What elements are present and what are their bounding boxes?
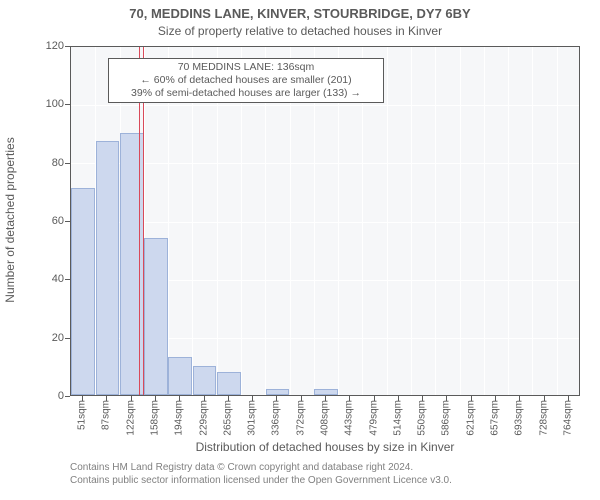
x-tick-label: 408sqm (320, 400, 331, 436)
x-tick-label: 301sqm (247, 400, 258, 436)
histogram-bar (193, 366, 217, 395)
x-tick-label: 479sqm (368, 400, 379, 436)
x-tick-label: 51sqm (77, 400, 88, 430)
x-tick-label: 158sqm (150, 400, 161, 436)
chart-container: 70, MEDDINS LANE, KINVER, STOURBRIDGE, D… (0, 0, 600, 500)
y-tick-label: 60 (34, 215, 64, 227)
y-tick-label: 40 (34, 273, 64, 285)
x-tick-label: 372sqm (295, 400, 306, 436)
x-tick-label: 550sqm (417, 400, 428, 436)
footer-line2: Contains public sector information licen… (70, 475, 452, 488)
annotation-line1: 70 MEDDINS LANE: 136sqm (115, 61, 377, 74)
x-tick-label: 514sqm (392, 400, 403, 436)
histogram-bar (96, 141, 120, 395)
chart-title-sub: Size of property relative to detached ho… (0, 24, 600, 38)
x-tick-label: 336sqm (271, 400, 282, 436)
x-tick-label: 728sqm (538, 400, 549, 436)
x-tick-label: 194sqm (174, 400, 185, 436)
annotation-line2: ← 60% of detached houses are smaller (20… (115, 74, 377, 87)
x-axis-label: Distribution of detached houses by size … (70, 440, 580, 454)
histogram-bar (168, 357, 192, 395)
y-tick-label: 100 (34, 98, 64, 110)
histogram-bar (266, 389, 290, 395)
histogram-bar (144, 238, 168, 396)
y-tick-label: 20 (34, 332, 64, 344)
x-tick-label: 621sqm (465, 400, 476, 436)
footer-line1: Contains HM Land Registry data © Crown c… (70, 462, 452, 475)
y-tick-label: 0 (34, 390, 64, 402)
x-tick-label: 764sqm (562, 400, 573, 436)
histogram-bar (314, 389, 338, 395)
x-tick-label: 265sqm (222, 400, 233, 436)
chart-title-main: 70, MEDDINS LANE, KINVER, STOURBRIDGE, D… (0, 6, 600, 21)
x-tick-label: 87sqm (101, 400, 112, 430)
x-tick-label: 693sqm (514, 400, 525, 436)
x-tick-label: 229sqm (198, 400, 209, 436)
footer-attribution: Contains HM Land Registry data © Crown c… (70, 462, 452, 487)
x-tick-label: 586sqm (441, 400, 452, 436)
y-axis-label: Number of detached properties (3, 137, 17, 302)
x-tick-label: 657sqm (490, 400, 501, 436)
annotation-line3: 39% of semi-detached houses are larger (… (115, 87, 377, 100)
y-tick-label: 120 (34, 40, 64, 52)
histogram-bar (217, 372, 241, 395)
annotation-box: 70 MEDDINS LANE: 136sqm ← 60% of detache… (108, 58, 384, 103)
histogram-bar (71, 188, 95, 395)
x-tick-label: 122sqm (125, 400, 136, 436)
y-tick-label: 80 (34, 157, 64, 169)
x-tick-label: 443sqm (344, 400, 355, 436)
